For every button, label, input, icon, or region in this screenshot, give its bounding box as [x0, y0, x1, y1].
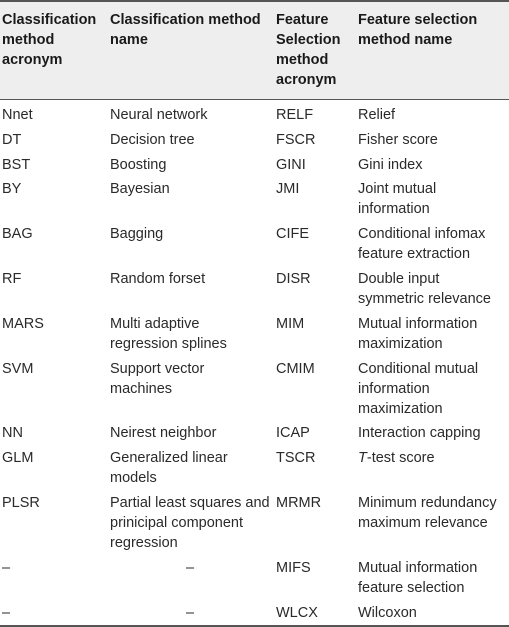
table-row: NN Neirest neighbor ICAP Interaction cap… — [0, 421, 509, 446]
classification-name-cell: Partial least squares and prinicipal com… — [110, 494, 270, 551]
classification-name-cell: Multi adaptive regression splines — [110, 315, 227, 352]
table-row: MARS Multi adaptive regression splines M… — [0, 312, 509, 357]
table-row: BST Boosting GINI Gini index — [0, 153, 509, 178]
feature-acronym-cell: TSCR — [276, 450, 316, 467]
feature-acronym-cell: RELF — [276, 107, 314, 123]
feature-acronym-cell: CIFE — [276, 226, 310, 243]
classification-name-cell: Random forset — [110, 270, 206, 287]
feature-acronym-cell: JMI — [276, 181, 300, 198]
feature-name-cell: Fisher score — [358, 131, 438, 148]
classification-name-cell: Neural network — [110, 107, 208, 123]
feature-acronym-cell: MIFS — [276, 559, 311, 576]
feature-name-cell: Joint mutual information — [358, 181, 437, 218]
table-row: – – MIFS Mutual information feature sele… — [0, 556, 509, 601]
classification-acronym-cell: DT — [2, 131, 22, 148]
classification-acronym-cell: RF — [2, 270, 22, 287]
header-feature-selection-acronym: Feature Selection method acronym — [276, 12, 341, 88]
classification-acronym-cell: SVM — [2, 360, 34, 377]
table-body: Nnet Neural network RELF Relief DT Decis… — [0, 100, 509, 627]
feature-name-cell: Mutual information feature selection — [358, 559, 478, 596]
classification-name-cell: – — [185, 559, 195, 576]
header-classification-name: Classification method name — [110, 12, 261, 48]
classification-acronym-cell: BST — [2, 156, 31, 173]
table-row: BY Bayesian JMI Joint mutual information — [0, 177, 509, 222]
classification-acronym-cell: MARS — [2, 315, 44, 332]
feature-name-cell: Interaction capping — [358, 425, 481, 442]
feature-name-cell: Conditional mutual information maximizat… — [358, 360, 479, 417]
feature-name-rest: -test score — [366, 450, 435, 467]
classification-name-cell: Bayesian — [110, 181, 170, 198]
header-classification-acronym: Classification method acronym — [2, 12, 97, 68]
italic-t: T — [358, 450, 367, 467]
classification-acronym-cell: PLSR — [2, 494, 40, 511]
classification-acronym-cell: BAG — [2, 226, 33, 243]
feature-name-cell: T-test score — [356, 446, 509, 491]
table-row: BAG Bagging CIFE Conditional infomax fea… — [0, 222, 509, 267]
table-header: Classification method acronym Classifica… — [0, 1, 509, 100]
table-row: DT Decision tree FSCR Fisher score — [0, 128, 509, 153]
classification-acronym-cell: GLM — [2, 450, 34, 467]
feature-name-cell: Minimum redundancy maximum relevance — [358, 494, 497, 531]
feature-acronym-cell: MRMR — [276, 494, 322, 511]
feature-name-cell: Double input symmetric relevance — [358, 270, 491, 307]
table-row: RF Random forset DISR Double input symme… — [0, 267, 509, 312]
classification-name-cell: – — [185, 604, 195, 621]
feature-name-cell: Conditional infomax feature extraction — [358, 226, 486, 263]
classification-name-cell: Bagging — [110, 226, 164, 243]
feature-acronym-cell: DISR — [276, 270, 311, 287]
feature-name-cell: Wilcoxon — [358, 604, 417, 621]
classification-acronym-cell: Nnet — [2, 107, 33, 123]
table-row: PLSR Partial least squares and prinicipa… — [0, 491, 509, 556]
table-row: SVM Support vector machines CMIM Conditi… — [0, 357, 509, 422]
table-row: GLM Generalized linear models TSCR T-tes… — [0, 446, 509, 491]
classification-acronym-cell: – — [2, 559, 11, 576]
classification-name-cell: Support vector machines — [110, 360, 205, 397]
classification-acronym-cell: – — [2, 604, 11, 621]
classification-acronym-cell: BY — [2, 181, 22, 198]
classification-acronym-cell: NN — [2, 425, 23, 442]
feature-acronym-cell: FSCR — [276, 131, 316, 148]
feature-acronym-cell: CMIM — [276, 360, 315, 377]
header-feature-selection-name: Feature selection method name — [358, 12, 478, 48]
classification-name-cell: Decision tree — [110, 131, 195, 148]
feature-name-cell: Gini index — [358, 156, 423, 173]
feature-acronym-cell: GINI — [276, 156, 306, 173]
feature-acronym-cell: MIM — [276, 315, 305, 332]
header-row: Classification method acronym Classifica… — [0, 1, 509, 100]
feature-name-cell: Relief — [358, 107, 396, 123]
classification-name-cell: Boosting — [110, 156, 167, 173]
table-row: – – WLCX Wilcoxon — [0, 601, 509, 627]
classification-name-cell: Neirest neighbor — [110, 425, 217, 442]
feature-acronym-cell: ICAP — [276, 425, 310, 442]
table-row: Nnet Neural network RELF Relief — [0, 100, 509, 128]
feature-acronym-cell: WLCX — [276, 604, 318, 621]
classification-name-cell: Generalized linear models — [110, 450, 228, 487]
feature-name-cell: Mutual information maximization — [358, 315, 478, 352]
